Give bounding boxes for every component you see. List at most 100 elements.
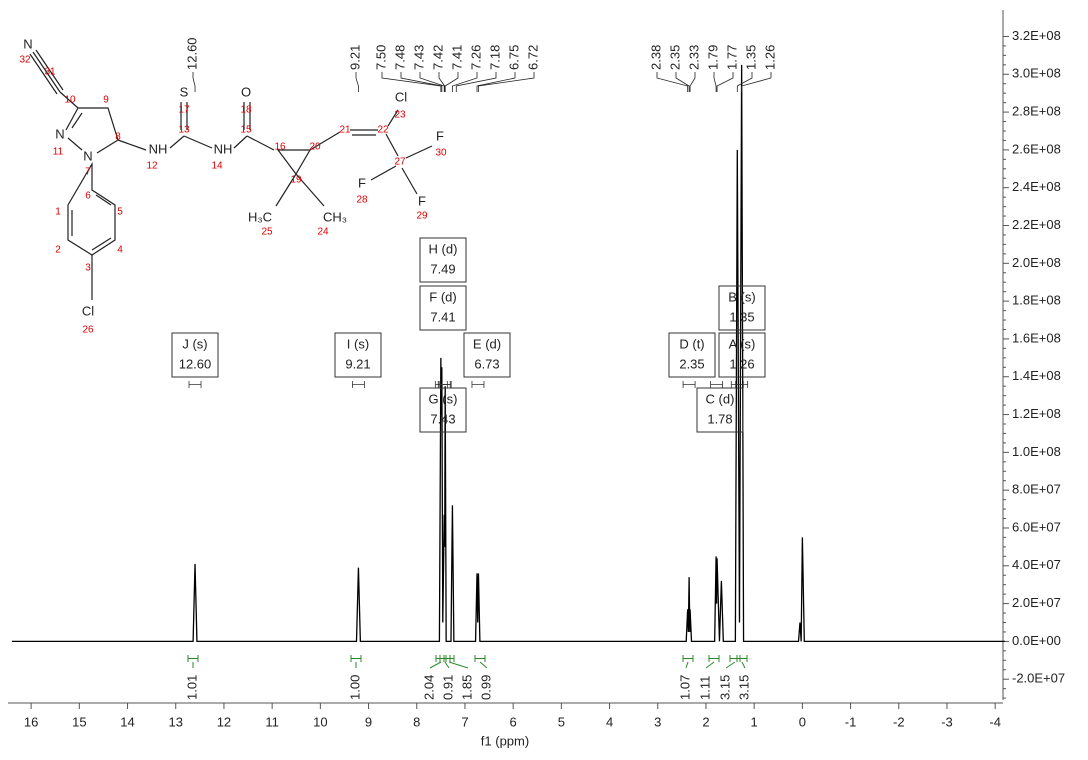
peak-connector <box>713 72 717 92</box>
peak-label: 1.26 <box>762 45 777 70</box>
atom-number: 10 <box>64 95 76 106</box>
multiplet-range <box>188 381 202 388</box>
atom-number: 4 <box>117 245 123 256</box>
peak-label: 1.79 <box>705 45 720 70</box>
atom-number: 15 <box>240 125 252 136</box>
integral-label: 1.00 <box>347 675 362 700</box>
atom-number: 17 <box>178 105 190 116</box>
multiplet-name: H (d) <box>429 241 458 256</box>
atom-label: Cl <box>82 303 94 318</box>
multiplet-shift: 1.78 <box>707 411 732 426</box>
y-tick-label: 6.0E+07 <box>1012 519 1061 534</box>
x-tick-label: 7 <box>461 714 468 729</box>
x-tick-label: 5 <box>558 714 565 729</box>
atom-number: 8 <box>115 132 121 143</box>
y-tick-label: 2.4E+08 <box>1012 179 1061 194</box>
atom-number: 18 <box>240 105 252 116</box>
atom-number: 20 <box>309 142 321 153</box>
peak-connector <box>656 72 689 92</box>
atom-label: NH <box>214 141 233 156</box>
atom-label: O <box>241 84 251 99</box>
peak-label: 6.72 <box>525 45 540 70</box>
multiplet-name: D (t) <box>679 336 704 351</box>
multiplet-shift: 1.26 <box>729 356 754 371</box>
peak-connector <box>476 72 516 92</box>
atom-label: N <box>55 126 64 141</box>
integral-label: 3.15 <box>736 675 751 700</box>
multiplet-shift: 7.41 <box>430 309 455 324</box>
integral-label: 1.11 <box>697 676 712 700</box>
y-tick-label: 1.8E+08 <box>1012 293 1061 308</box>
atom-number: 28 <box>356 195 368 206</box>
multiplet-name: E (d) <box>473 336 501 351</box>
peak-connector <box>736 72 753 92</box>
multiplet-shift: 2.35 <box>679 356 704 371</box>
x-tick-label: -1 <box>845 714 857 729</box>
y-tick-label: 2.0E+08 <box>1012 255 1061 270</box>
x-tick-label: 8 <box>413 714 420 729</box>
integral-label: 2.04 <box>421 675 436 700</box>
atom-number: 6 <box>85 191 91 202</box>
x-tick-label: 6 <box>510 714 517 729</box>
multiplet-box <box>334 332 382 378</box>
integral-bracket <box>474 655 488 669</box>
atom-number: 29 <box>416 211 428 222</box>
multiplet-box <box>718 332 766 378</box>
x-tick-label: 16 <box>24 714 38 729</box>
y-tick-label: -2.0E+07 <box>1012 671 1065 686</box>
multiplet-box <box>419 387 467 433</box>
atom-number: 31 <box>44 67 56 78</box>
multiplet-name: I (s) <box>347 336 369 351</box>
x-axis-label: f1 (ppm) <box>481 733 529 748</box>
integral-label: 1.07 <box>677 675 692 700</box>
atom-number: 13 <box>178 125 190 136</box>
multiplet-name: G (s) <box>429 391 458 406</box>
multiplet-name: F (d) <box>429 289 456 304</box>
y-tick-label: 2.6E+08 <box>1012 141 1061 156</box>
multiplet-shift: 7.49 <box>430 261 455 276</box>
atom-number: 24 <box>317 227 329 238</box>
multiplet-box <box>718 285 766 331</box>
integral-bracket <box>705 655 720 669</box>
multiplet-range <box>735 381 749 388</box>
atom-number: 16 <box>274 142 286 153</box>
y-tick-label: 8.0E+07 <box>1012 482 1061 497</box>
atom-number: 26 <box>82 325 94 336</box>
y-tick-label: 1.4E+08 <box>1012 368 1061 383</box>
multiplet-box <box>696 387 744 433</box>
atom-label: H₃C <box>248 209 272 224</box>
integral-bracket <box>682 655 694 669</box>
atom-number: 7 <box>85 167 91 178</box>
atom-number: 9 <box>103 95 109 106</box>
atom-number: 23 <box>394 110 406 121</box>
multiplet-name: B (s) <box>728 289 755 304</box>
atom-label: S <box>180 84 189 99</box>
atom-number: 12 <box>146 161 158 172</box>
integral-bracket <box>350 655 362 668</box>
peak-label: 7.48 <box>392 45 407 70</box>
x-tick-label: 14 <box>120 714 134 729</box>
peak-connector <box>192 72 196 92</box>
peak-connector <box>716 72 734 92</box>
integral-label: 1.85 <box>459 675 474 700</box>
y-tick-label: 0.0E+00 <box>1012 633 1061 648</box>
y-tick-label: 2.8E+08 <box>1012 104 1061 119</box>
y-tick-label: 3.0E+08 <box>1012 66 1061 81</box>
peak-label: 1.77 <box>724 45 739 70</box>
multiplet-range <box>682 381 696 388</box>
x-tick-label: 10 <box>313 714 327 729</box>
atom-number: 14 <box>211 161 223 172</box>
molecule-bonds <box>29 49 433 300</box>
integral-label: 3.15 <box>717 675 732 700</box>
multiplet-box <box>668 332 716 378</box>
atom-number: 21 <box>339 125 351 136</box>
integral-bracket <box>736 655 748 669</box>
atom-label: F <box>358 175 366 190</box>
multiplet-shift: 9.21 <box>345 356 370 371</box>
atom-number: 19 <box>290 175 302 186</box>
atom-label: N <box>83 148 92 163</box>
atom-number: 32 <box>19 55 31 66</box>
y-tick-label: 2.2E+08 <box>1012 217 1061 232</box>
